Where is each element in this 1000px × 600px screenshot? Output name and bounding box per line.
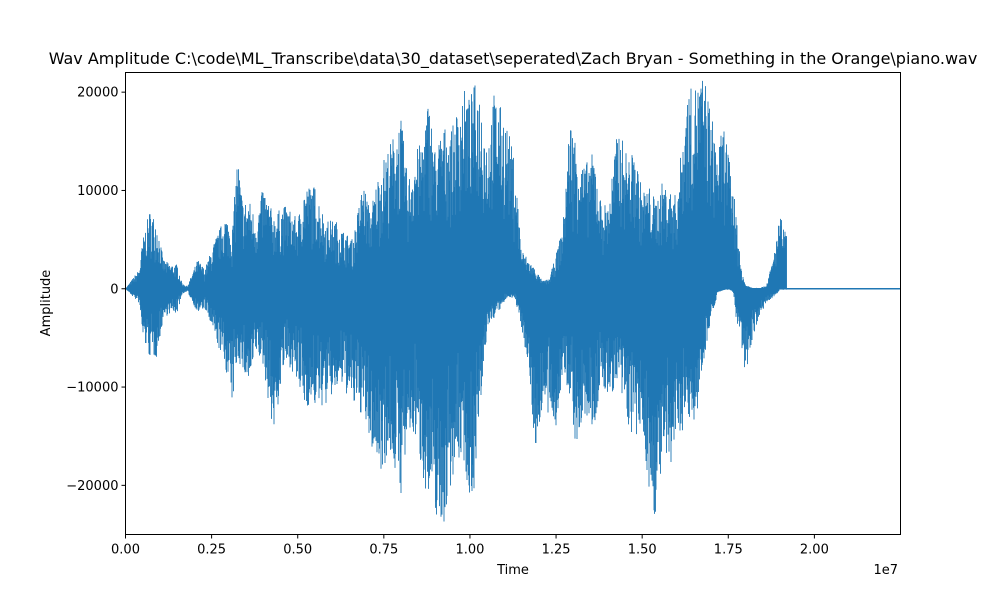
x-tick-label: 1.00 (455, 543, 484, 558)
plot-frame (125, 72, 901, 535)
x-axis: 0.00 0.25 0.50 0.75 1.00 1.25 1.50 1.75 2.00 (111, 534, 829, 558)
waveform-series (125, 80, 901, 522)
x-axis-label: Time (496, 563, 529, 578)
x-tick-label: 1.25 (542, 543, 571, 558)
y-axis: −20000 −10000 0 10000 20000 (66, 86, 126, 494)
y-tick-label: −20000 (66, 479, 118, 494)
x-tick-label: 0.75 (369, 543, 398, 558)
x-tick-label: 0.25 (197, 543, 226, 558)
x-tick-label: 0.00 (111, 543, 140, 558)
y-tick-label: −10000 (66, 381, 118, 396)
y-tick-label: 0 (110, 282, 118, 297)
x-tick-label: 1.50 (628, 543, 657, 558)
waveform-trace (125, 80, 787, 522)
y-tick-label: 10000 (77, 184, 118, 199)
y-axis-label: Amplitude (39, 270, 54, 337)
x-tick-label: 2.00 (800, 543, 829, 558)
chart-title: Wav Amplitude C:\code\ML_Transcribe\data… (49, 49, 978, 69)
y-tick-label: 20000 (77, 86, 118, 101)
x-axis-offset-label: 1e7 (873, 563, 898, 578)
x-tick-label: 1.75 (714, 543, 743, 558)
plot-area (125, 72, 901, 535)
x-tick-label: 0.50 (283, 543, 312, 558)
